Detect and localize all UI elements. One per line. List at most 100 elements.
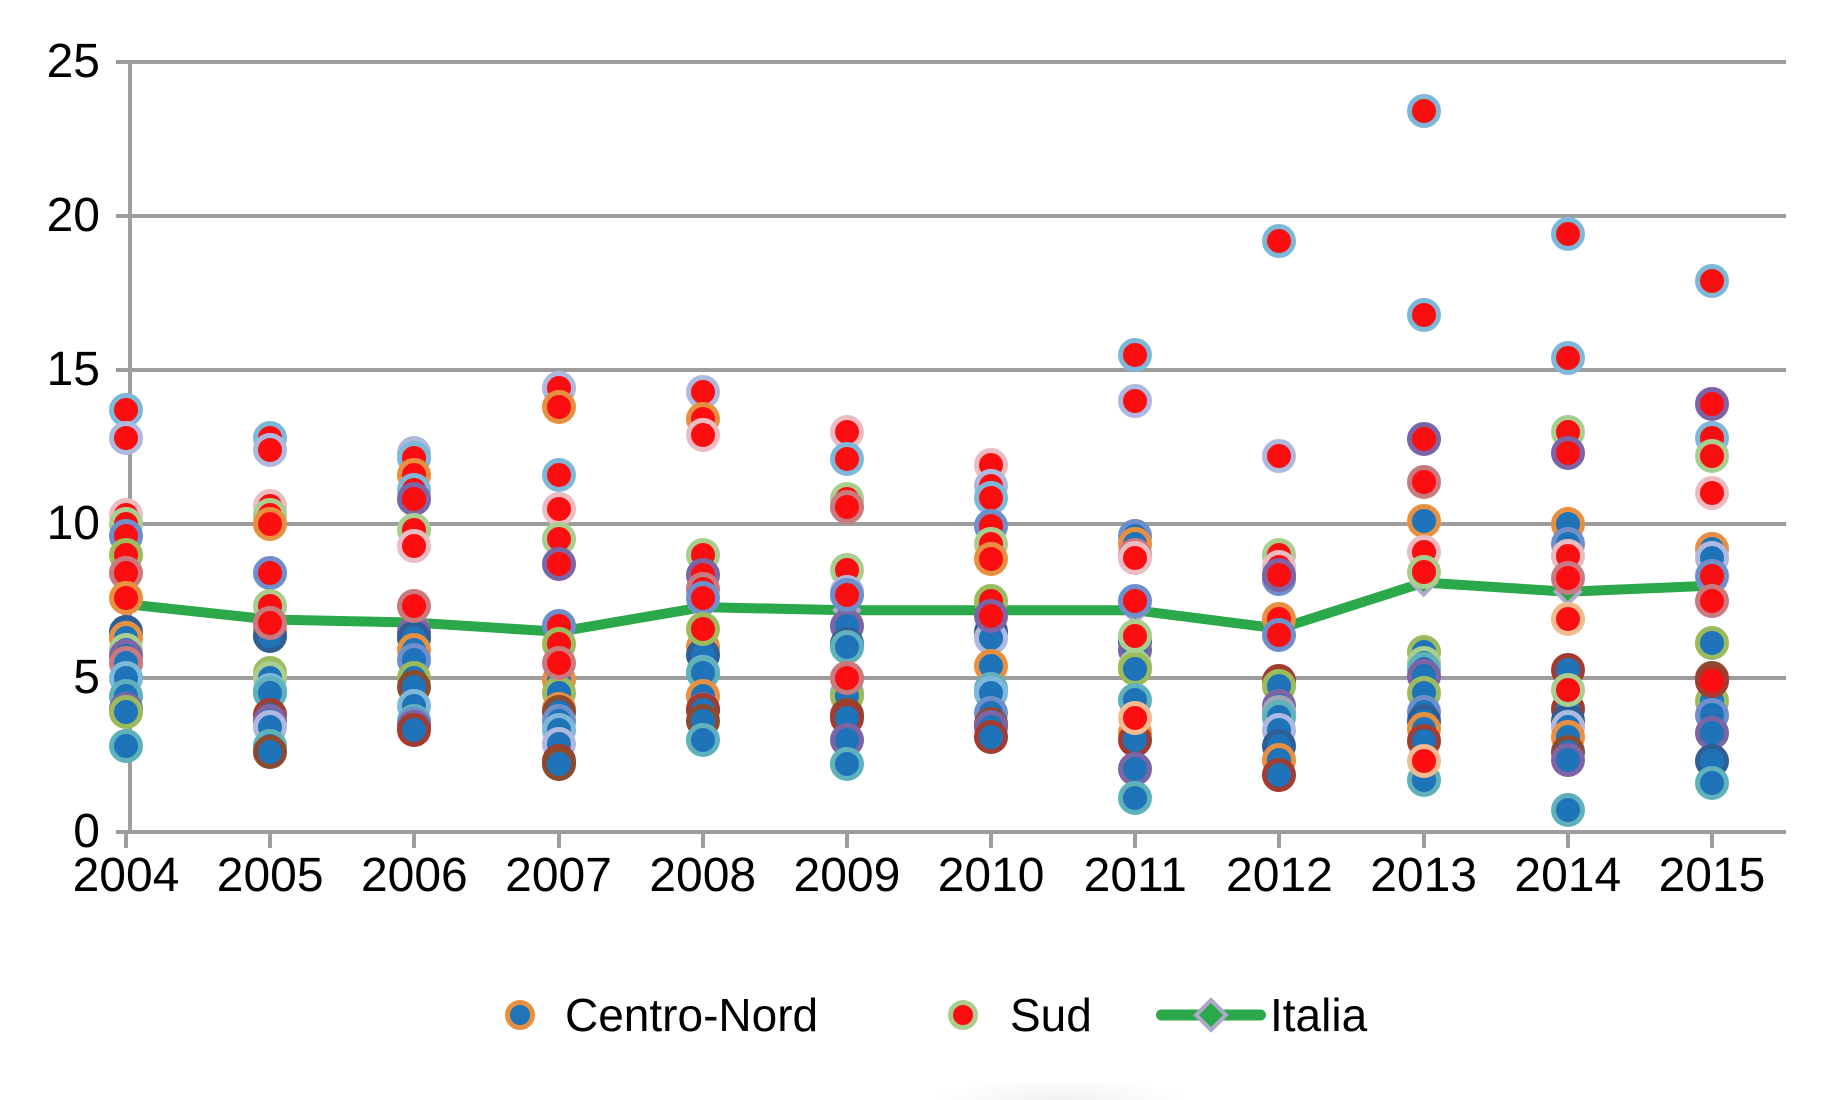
data-point-sud xyxy=(1550,673,1585,708)
data-point-sud xyxy=(1118,540,1153,575)
legend-marker-sud-icon xyxy=(948,1000,978,1030)
data-point-sud xyxy=(685,611,720,646)
data-point-sud xyxy=(1694,584,1729,618)
x-axis-label: 2015 xyxy=(1658,849,1766,902)
data-point-centro-nord xyxy=(1118,651,1153,686)
data-point-sud xyxy=(397,588,432,623)
x-axis-label: 2006 xyxy=(360,849,468,902)
x-tick xyxy=(556,832,561,848)
x-axis-label: 2011 xyxy=(1083,849,1187,902)
x-tick xyxy=(1421,832,1426,848)
x-tick xyxy=(1133,832,1138,848)
data-point-sud xyxy=(1262,557,1297,592)
x-axis-label: 2004 xyxy=(72,849,180,902)
data-point-centro-nord xyxy=(397,713,432,748)
data-point-sud xyxy=(109,420,143,455)
data-point-centro-nord xyxy=(1694,765,1729,800)
data-point-sud xyxy=(1550,560,1585,595)
x-tick xyxy=(989,832,994,848)
data-point-sud xyxy=(1262,617,1297,652)
y-axis-label: 5 xyxy=(73,651,100,704)
data-point-sud xyxy=(1118,584,1153,618)
x-axis-label: 2008 xyxy=(649,849,757,902)
data-point-centro-nord xyxy=(1118,781,1153,816)
x-axis-label: 2014 xyxy=(1514,849,1622,902)
data-point-centro-nord xyxy=(109,694,143,729)
data-point-centro-nord xyxy=(253,734,288,769)
legend-label-italia: Italia xyxy=(1270,989,1368,1041)
y-gridline xyxy=(116,830,1786,834)
x-tick xyxy=(1277,832,1282,848)
x-tick xyxy=(412,832,417,848)
data-point-sud xyxy=(541,547,576,582)
data-point-sud xyxy=(1694,386,1729,421)
x-axis-label: 2010 xyxy=(937,849,1045,902)
data-point-sud xyxy=(1118,619,1153,654)
data-point-sud xyxy=(829,661,864,695)
data-point-sud xyxy=(685,417,720,452)
x-axis-label: 2012 xyxy=(1226,849,1333,902)
data-point-sud xyxy=(541,491,576,526)
data-point-centro-nord xyxy=(1406,503,1441,538)
data-point-sud xyxy=(1406,422,1441,457)
data-point-centro-nord xyxy=(685,722,720,757)
data-point-centro-nord xyxy=(109,728,143,763)
data-point-sud xyxy=(1694,476,1729,511)
data-point-centro-nord xyxy=(829,747,864,782)
data-point-sud xyxy=(541,457,576,492)
data-point-sud xyxy=(829,442,864,477)
data-point-centro-nord xyxy=(1550,742,1585,777)
y-gridline xyxy=(116,60,1786,64)
x-tick xyxy=(844,832,849,848)
data-point-centro-nord xyxy=(1550,793,1585,828)
data-point-sud xyxy=(1406,465,1441,500)
data-point-sud xyxy=(253,507,288,541)
data-point-sud xyxy=(541,389,576,424)
data-point-sud xyxy=(397,482,432,517)
x-axis-label: 2013 xyxy=(1370,849,1477,902)
data-point-sud xyxy=(829,577,864,612)
data-point-centro-nord xyxy=(541,747,576,782)
y-axis-label: 25 xyxy=(46,35,100,88)
data-point-sud xyxy=(1550,436,1585,471)
y-axis-label: 15 xyxy=(46,343,100,396)
x-axis-label: 2009 xyxy=(793,849,901,902)
data-point-sud xyxy=(253,605,288,640)
data-point-sud xyxy=(1694,664,1729,699)
data-point-sud xyxy=(1406,94,1441,129)
data-point-sud xyxy=(253,433,288,468)
data-point-sud xyxy=(1262,439,1297,474)
data-point-sud xyxy=(1118,337,1153,372)
y-axis-label: 0 xyxy=(73,805,100,858)
data-point-centro-nord xyxy=(1694,625,1729,660)
data-point-centro-nord xyxy=(974,719,1009,754)
data-point-sud xyxy=(1118,701,1153,736)
data-point-sud xyxy=(974,542,1009,577)
y-gridline xyxy=(116,676,1786,680)
x-tick xyxy=(1565,832,1570,848)
legend-marker-italia-diamond-icon xyxy=(1193,997,1229,1033)
legend-label-sud: Sud xyxy=(1010,989,1092,1041)
x-tick xyxy=(1709,832,1714,848)
data-point-sud xyxy=(829,490,864,525)
data-point-sud xyxy=(1550,340,1585,375)
data-point-sud xyxy=(974,599,1009,634)
data-point-sud xyxy=(541,645,576,680)
data-point-sud xyxy=(1406,744,1441,779)
italia-line xyxy=(121,577,1717,637)
data-point-sud xyxy=(1694,439,1729,474)
legend-label-centro-nord: Centro-Nord xyxy=(565,989,819,1041)
data-point-sud xyxy=(1406,554,1441,589)
data-point-sud xyxy=(1694,263,1729,298)
y-gridline xyxy=(116,368,1786,372)
x-tick xyxy=(124,832,128,848)
y-gridline xyxy=(116,214,1786,218)
data-point-sud xyxy=(685,580,720,615)
legend-marker-centro-nord-icon xyxy=(505,1000,535,1030)
data-point-sud xyxy=(1406,297,1441,332)
data-point-sud xyxy=(1550,217,1585,252)
overlay-artifact xyxy=(930,1078,1190,1100)
y-gridline xyxy=(116,522,1786,526)
data-point-centro-nord xyxy=(829,630,864,665)
